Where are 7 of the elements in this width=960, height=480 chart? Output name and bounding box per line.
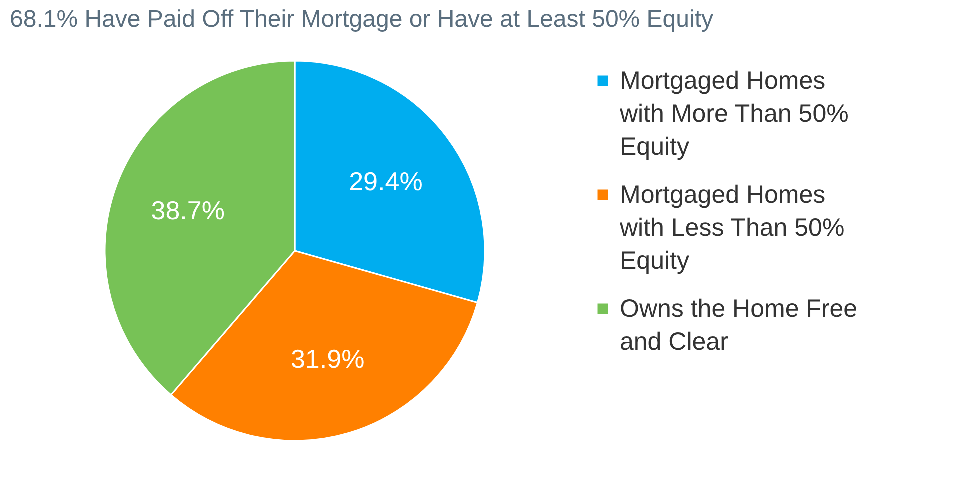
chart-title: 68.1% Have Paid Off Their Mortgage or Have at Least 50% Equity: [10, 6, 714, 33]
legend-label: Mortgaged Homes with Less Than 50% Equity: [619, 181, 845, 275]
legend-label: Mortgaged Homes with More Than 50% Equity: [619, 67, 849, 161]
data-label: 29.4%: [349, 166, 423, 196]
data-label: 38.7%: [151, 195, 225, 226]
data-label: 31.9%: [290, 344, 365, 374]
legend-label: Owns the Home Free and Clear: [620, 295, 858, 356]
